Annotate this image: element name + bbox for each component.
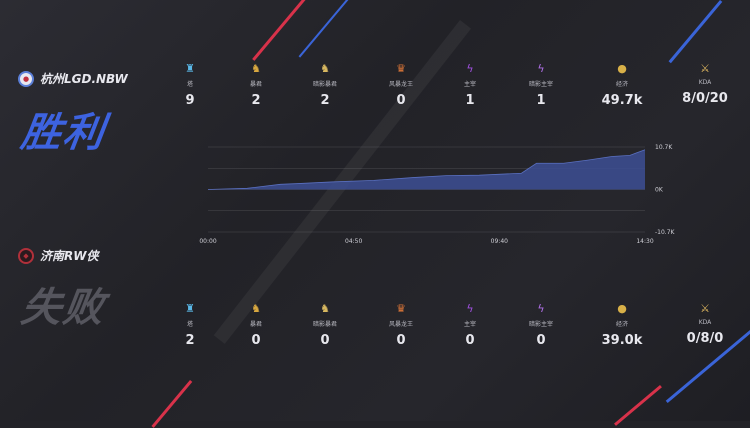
stat-value: 2 [320,93,330,108]
gold-icon: ● [617,62,627,75]
stat-tyrant: ♞ 暴君 0 [226,302,286,348]
stat-value: 39.0k [601,333,643,348]
stat-value: 1 [536,93,546,108]
stat-storm-dragon: ♛ 风暴龙王 0 [371,62,431,108]
stat-label: 暗影暴君 [312,81,337,88]
stat-value: 0 [320,333,330,348]
stat-label: 风暴龙王 [388,321,413,328]
storm-dragon-icon: ♛ [396,302,406,315]
shadow-overlord-icon: ϟ [537,62,545,75]
stat-label: 暗影主宰 [528,321,553,328]
stat-shadow-overlord: ϟ 暗影主宰 0 [511,302,571,348]
shadow-tyrant-icon: ♞ [320,302,330,315]
stat-label: 风暴龙王 [388,81,413,88]
loser-team-name: 济南RW侠 [40,249,99,263]
stat-value: 8/0/20 [682,91,728,106]
gold-diff-area [208,149,645,190]
x-tick-label: 00:00 [199,238,216,245]
x-tick-label: 04:50 [345,238,362,245]
stat-value: 0 [396,93,406,108]
stat-gold: ● 经济 39.0k [592,302,652,348]
team-logo-icon: ● [18,70,34,87]
stat-label: 暴君 [249,81,262,88]
stat-label: 塔 [186,81,193,88]
stat-value: 0/8/0 [686,331,724,346]
tyrant-icon: ♞ [251,302,261,315]
stat-shadow-tyrant: ♞ 暗影暴君 2 [295,62,355,108]
stat-overlord: ϟ 主宰 0 [440,302,500,348]
gold-diff-line [207,149,646,190]
shadow-tyrant-icon: ♞ [320,62,330,75]
stat-label: 主宰 [463,321,476,328]
tower-icon: ♜ [185,302,195,315]
stat-label: 塔 [186,321,193,328]
sword-icon: ⚔ [700,62,710,75]
stat-label: 暗影主宰 [528,81,553,88]
overlord-icon: ϟ [466,302,474,315]
stat-value: 0 [251,333,261,348]
shadow-overlord-icon: ϟ [537,302,545,315]
stat-overlord: ϟ 主宰 1 [440,62,500,108]
stat-shadow-overlord: ϟ 暗影主宰 1 [511,62,571,108]
y-tick-label: 10.7K [655,144,673,151]
winner-team-name: 杭州LGD.NBW [40,72,128,86]
stat-shadow-tyrant: ♞ 暗影暴君 0 [295,302,355,348]
tyrant-icon: ♞ [251,62,261,75]
stat-value: 2 [251,93,261,108]
stat-label: 暗影暴君 [312,321,337,328]
stat-label: KDA [698,319,712,326]
team-logo-icon: ◆ [18,247,34,264]
stat-tower: ♜ 塔 9 [160,62,220,108]
stat-label: 经济 [615,81,628,88]
stat-storm-dragon: ♛ 风暴龙王 0 [371,302,431,348]
stat-value: 0 [536,333,546,348]
stat-gold: ● 经济 49.7k [592,62,652,108]
stat-label: 主宰 [463,81,476,88]
stat-value: 0 [465,333,475,348]
y-tick-label: -10.7K [655,229,676,236]
storm-dragon-icon: ♛ [396,62,406,75]
stat-value: 49.7k [601,93,643,108]
winner-team: ● 杭州LGD.NBW [18,70,128,87]
stat-sword: ⚔ KDA 8/0/20 [675,62,735,106]
x-tick-label: 09:40 [491,238,508,245]
sword-icon: ⚔ [700,302,710,315]
tower-icon: ♜ [185,62,195,75]
loser-team: ◆ 济南RW侠 [18,247,98,264]
stat-value: 9 [185,93,195,108]
winner-stats: ♜ 塔 9 ♞ 暴君 2 ♞ 暗影暴君 2 ♛ 风暴龙王 0 ϟ 主宰 1 ϟ 暗影主宰 1 ● 经济 49.7k ⚔ KD… [0,62,750,122]
stat-value: 2 [185,333,195,348]
stat-tower: ♜ 塔 2 [160,302,220,348]
gold-icon: ● [617,302,627,315]
stat-value: 0 [396,333,406,348]
stat-tyrant: ♞ 暴君 2 [226,62,286,108]
stat-label: KDA [698,79,712,86]
x-tick-label: 14:30 [636,238,653,245]
stat-label: 经济 [615,321,628,328]
stat-value: 1 [465,93,475,108]
stat-label: 暴君 [249,321,262,328]
y-tick-label: 0K [655,187,664,194]
stat-sword: ⚔ KDA 0/8/0 [675,302,735,346]
overlord-icon: ϟ [466,62,474,75]
loser-stats: ♜ 塔 2 ♞ 暴君 0 ♞ 暗影暴君 0 ♛ 风暴龙王 0 ϟ 主宰 0 ϟ 暗影主宰 0 ● 经济 39.0k ⚔ KD… [0,302,750,362]
